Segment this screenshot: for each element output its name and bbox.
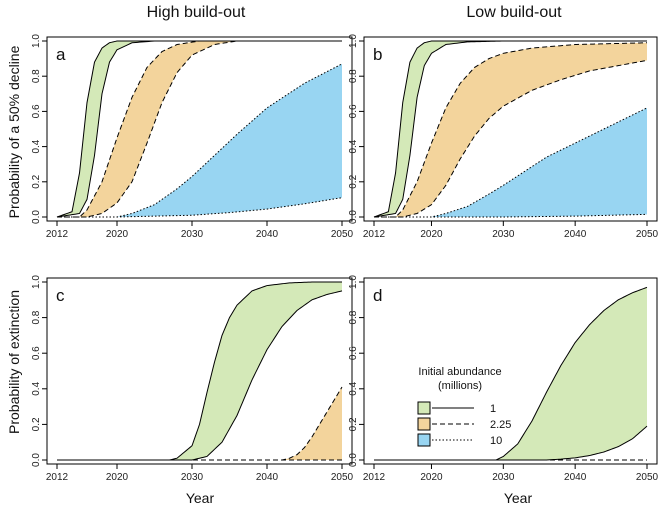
legend-label-0: 1 <box>490 403 496 415</box>
legend-swatch-2 <box>417 433 431 447</box>
ytick-label: 0.6 <box>31 346 42 360</box>
plot-frame-d <box>363 277 658 465</box>
xtick-label: 2020 <box>106 229 129 240</box>
xtick-label: 2020 <box>420 472 443 483</box>
xtick-label: 2020 <box>106 472 129 483</box>
plot-frame-b <box>363 36 658 222</box>
xtick-label: 2050 <box>636 229 659 240</box>
line-c-series-0-upper <box>57 281 342 461</box>
legend-entries: 1 2.25 10 <box>417 401 511 447</box>
line-b-series-1-upper <box>374 42 648 218</box>
band-a-series-2 <box>57 63 342 217</box>
xtick-label: 2030 <box>492 472 515 483</box>
ytick-label: 0.2 <box>31 417 42 431</box>
band-a-series-1 <box>57 41 342 217</box>
ytick-label: 1.0 <box>348 275 359 289</box>
panel-letter-a: a <box>56 45 66 64</box>
ytick-label: 0.8 <box>31 69 42 83</box>
xlabel-left: Year <box>186 490 215 506</box>
band-c-series-0 <box>57 282 342 460</box>
xtick-label: 2012 <box>46 229 69 240</box>
panel-d: 2012 2020 2030 2040 2050 0.0 0.2 0.4 0.6 0.8 1.0 d <box>348 275 659 483</box>
line-b-series-2-upper <box>374 107 648 218</box>
legend: Initial abundance (millions) 1 2.25 10 <box>417 366 511 447</box>
ytick-label: 0.6 <box>31 104 42 118</box>
line-a-series-2-upper <box>57 63 343 218</box>
band-b-series-1 <box>374 42 647 218</box>
legend-title-line1: Initial abundance <box>418 366 501 378</box>
ytick-label: 0.0 <box>31 453 42 467</box>
ytick-label: 0.8 <box>348 69 359 83</box>
ytick-label: 0.2 <box>348 174 359 188</box>
line-a-series-1-lower <box>57 40 342 218</box>
panel-letter-d: d <box>373 286 382 305</box>
ytick-label: 0.0 <box>31 210 42 224</box>
xtick-label: 2020 <box>420 229 443 240</box>
panels: 2012 2020 2030 2040 20500.00.20.40.60.81.0a2… <box>31 34 659 483</box>
plot-frame-a <box>46 36 353 222</box>
panel-letter-b: b <box>373 45 382 64</box>
column-title-low: Low build-out <box>466 4 562 21</box>
xtick-label: 2040 <box>256 472 279 483</box>
line-d-series-0-upper <box>374 286 648 461</box>
ytick-label: 0.4 <box>348 381 359 395</box>
ytick-label: 1.0 <box>348 34 359 48</box>
band-a-series-0 <box>57 41 342 217</box>
ytick-label: 0.2 <box>31 174 42 188</box>
ytick-label: 0.8 <box>31 310 42 324</box>
xtick-label: 2030 <box>181 472 204 483</box>
legend-label-2: 10 <box>490 435 502 447</box>
line-a-series-2-lower <box>57 197 343 218</box>
band-d-series-0 <box>374 287 647 460</box>
ytick-label: 1.0 <box>31 275 42 289</box>
line-a-series-1-upper <box>57 40 342 218</box>
xtick-label: 2012 <box>46 472 69 483</box>
ylabel-extinction: Probability of extinction <box>6 290 22 434</box>
ytick-label: 0.4 <box>31 381 42 395</box>
ytick-label: 0.6 <box>348 104 359 118</box>
band-c-series-1 <box>57 387 342 460</box>
band-b-series-2 <box>374 107 647 217</box>
legend-label-1: 2.25 <box>490 419 511 431</box>
panel-a: 2012 2020 2030 2040 2050 0.0 0.2 0.4 0.6 0.8 1.0 a <box>31 34 354 240</box>
column-title-high: High build-out <box>147 4 246 21</box>
plot-frame-c <box>46 277 353 465</box>
xtick-label: 2050 <box>331 229 354 240</box>
line-b-series-0-upper <box>373 40 647 218</box>
ytick-label: 0.8 <box>348 310 359 324</box>
xtick-label: 2012 <box>363 229 386 240</box>
xtick-label: 2050 <box>636 472 659 483</box>
panel-c: 2012 2020 2030 2040 2050 0.0 0.2 0.4 0.6 0.8 1.0 c <box>31 275 354 483</box>
xtick-label: 2030 <box>492 229 515 240</box>
line-b-series-1-lower <box>374 59 648 218</box>
xtick-label: 2040 <box>256 229 279 240</box>
legend-swatch-0 <box>417 401 431 415</box>
ytick-label: 0.4 <box>348 139 359 153</box>
xtick-label: 2030 <box>181 229 204 240</box>
xtick-label: 2012 <box>363 472 386 483</box>
legend-title-line2: (millions) <box>438 380 482 392</box>
ytick-label: 0.0 <box>348 210 359 224</box>
xlabel-right: Year <box>504 490 533 506</box>
ytick-label: 0.0 <box>348 453 359 467</box>
ytick-label: 0.2 <box>348 417 359 431</box>
ytick-label: 0.6 <box>348 346 359 360</box>
panel-letter-c: c <box>56 286 65 305</box>
panel-b: 2012 2020 2030 2040 2050 0.0 0.2 0.4 0.6 0.8 1.0 b <box>348 34 659 240</box>
xtick-label: 2040 <box>564 229 587 240</box>
ytick-label: 1.0 <box>31 34 42 48</box>
ytick-label: 0.4 <box>31 139 42 153</box>
band-b-series-0 <box>374 41 647 217</box>
legend-swatch-1 <box>417 417 431 431</box>
ylabel-decline: Probability of a 50% decline <box>6 45 22 218</box>
xtick-label: 2050 <box>331 472 354 483</box>
xtick-label: 2040 <box>564 472 587 483</box>
